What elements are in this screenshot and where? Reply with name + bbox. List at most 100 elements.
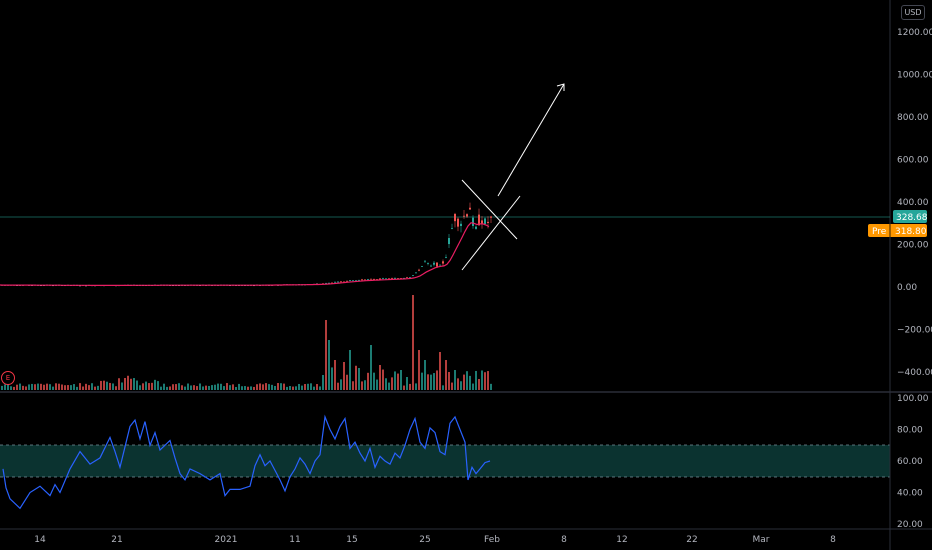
arrow-head-icon — [556, 83, 565, 91]
time-axis-label: 2021 — [215, 535, 238, 545]
volume-bar — [127, 375, 129, 390]
volume-bar — [175, 384, 177, 390]
volume-bar — [349, 350, 351, 390]
volume-bar — [421, 372, 423, 390]
volume-bar — [415, 383, 417, 390]
candle-body — [358, 279, 360, 281]
volume-bar — [205, 385, 207, 390]
rsi-axis[interactable]: 100.00 80.00 60.00 40.00 20.00 — [897, 394, 929, 530]
earnings-icon[interactable]: E — [1, 371, 15, 385]
volume-bar — [373, 372, 375, 390]
volume-bar — [259, 383, 261, 390]
candle-body — [457, 218, 459, 227]
time-axis[interactable]: 14 21 2021 11 15 25 Feb 8 12 22 Mar 8 — [34, 535, 836, 545]
volume-bar — [148, 383, 150, 390]
time-axis-label: 11 — [289, 535, 300, 545]
candle-body — [388, 278, 390, 280]
candle-body — [409, 277, 411, 279]
pennant-drawing[interactable] — [461, 83, 565, 271]
volume-bar — [385, 378, 387, 390]
volume-bar — [190, 385, 192, 390]
volume-bar — [313, 386, 315, 390]
candle-body — [427, 263, 429, 264]
volume-bar — [316, 384, 318, 390]
volume-bar — [280, 383, 282, 390]
candle-body — [445, 257, 447, 258]
volume-bar — [487, 371, 489, 390]
volume-bar — [256, 384, 258, 390]
volume-bar — [424, 360, 426, 390]
candle-body — [397, 278, 399, 279]
volume-bar — [31, 383, 33, 390]
volume-bar — [481, 370, 483, 390]
volume-bar — [178, 383, 180, 390]
volume-bar — [295, 386, 297, 390]
volume-bar — [130, 378, 132, 390]
premarket-tag: Pre 318.80 — [868, 224, 927, 237]
volume-bar — [403, 385, 405, 390]
candle-body — [487, 221, 489, 223]
volume-bar — [85, 383, 87, 390]
volume-bar — [391, 377, 393, 390]
volume-bar — [376, 379, 378, 390]
volume-bar — [379, 365, 381, 390]
volume-bar — [235, 386, 237, 390]
volume-bar — [82, 386, 84, 390]
candle-body — [337, 281, 339, 283]
volume-bar — [289, 386, 291, 390]
volume-bar — [223, 386, 225, 390]
volume-bar — [16, 384, 18, 390]
volume-bar — [328, 340, 330, 390]
currency-button[interactable]: USD — [901, 5, 925, 20]
candle-body — [454, 213, 456, 222]
volume-bar — [49, 384, 51, 390]
projection-arrow — [497, 83, 565, 197]
volume-bar — [370, 345, 372, 390]
volume-bar — [142, 383, 144, 390]
volume-bar — [172, 384, 174, 390]
volume-bar — [208, 385, 210, 390]
candle-body — [466, 214, 468, 217]
volume-bar — [40, 383, 42, 390]
volume-bar — [193, 385, 195, 390]
volume-bar — [214, 384, 216, 390]
volume-bar — [226, 383, 228, 390]
time-axis-label: 22 — [686, 535, 697, 545]
volume-bar — [100, 380, 102, 390]
volume-bar — [211, 385, 213, 390]
volume-bar — [367, 372, 369, 390]
candle-body — [343, 281, 345, 283]
volume-bar — [166, 386, 168, 390]
time-axis-label: Mar — [753, 535, 770, 545]
volume-bar — [88, 385, 90, 390]
candle-body — [430, 265, 432, 267]
volume-bar — [286, 386, 288, 390]
candle-body — [394, 277, 396, 279]
volume-bar — [406, 377, 408, 390]
price-axis[interactable]: 1200.00 1000.00 800.00 600.00 400.00 200.00 0.… — [897, 28, 932, 378]
candle-body — [373, 278, 375, 280]
candle-body — [442, 261, 444, 264]
volume-bar — [157, 381, 159, 390]
volume-bar — [19, 383, 21, 390]
volume-bar — [439, 352, 441, 390]
volume-bar — [7, 384, 9, 390]
candle-body — [490, 216, 492, 218]
price-axis-label: −200.00 — [897, 326, 932, 336]
volume-bar — [187, 383, 189, 390]
time-axis-label: 12 — [616, 535, 627, 545]
volume-bar — [253, 386, 255, 390]
volume-bar — [10, 386, 12, 390]
volume-bar — [238, 383, 240, 390]
candle-body — [481, 220, 483, 225]
volume-bar — [310, 383, 312, 390]
volume-bar — [292, 386, 294, 390]
volume-bar — [418, 350, 420, 390]
volume-bar — [451, 382, 453, 390]
volume-bar — [268, 384, 270, 390]
volume-bar — [325, 320, 327, 390]
time-axis-label: 8 — [561, 535, 567, 545]
volume-bar — [397, 373, 399, 390]
rsi-axis-label: 80.00 — [897, 426, 923, 436]
